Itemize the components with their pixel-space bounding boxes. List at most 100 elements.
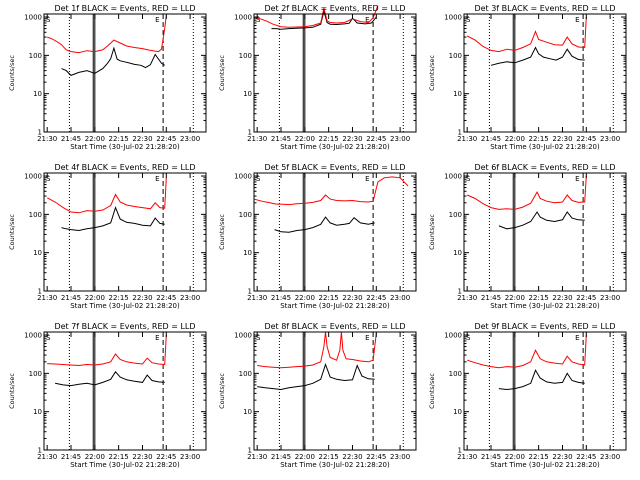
chart-4-ytick-label: 1 [38, 288, 42, 296]
chart-7-ytick-label: 1 [38, 447, 42, 455]
chart-8-xtick-label: 22:15 [319, 453, 339, 461]
chart-4-xtick-label: 21:45 [61, 294, 81, 302]
chart-4-ylabel: Counts/sec [8, 214, 16, 250]
chart-8-xlabel: Start Time (30-Jul-02 21:28:20) [280, 461, 390, 469]
chart-7-ytick-label: 100 [29, 370, 42, 378]
chart-8-ytick-label: 10 [243, 408, 252, 416]
chart-1-series-2-line [47, 15, 167, 54]
chart-4-ytick-label: 100 [29, 211, 42, 219]
chart-6-xtick-label: 22:00 [505, 294, 525, 302]
chart-9-xtick-label: 21:30 [457, 453, 477, 461]
chart-3-xtick-label: 22:00 [505, 135, 525, 143]
chart-4-ytick-label: 1000 [24, 173, 42, 181]
chart-8-ytick-label: 100 [239, 370, 252, 378]
chart-8-ylabel: Counts/sec [218, 373, 226, 409]
chart-4-xtick-label: 22:30 [132, 294, 152, 302]
chart-7-panel: S E 1 10 100 1000 21:30 21:45 22:00 22:15 22:30 22:… [8, 322, 207, 469]
chart-1-ytick-label: 1 [38, 129, 42, 137]
chart-4-ytick-label: 10 [33, 249, 42, 257]
chart-5-title: Det 5f BLACK = Events, RED = LLD [264, 163, 405, 172]
chart-9-frame [463, 331, 627, 451]
chart-6-frame [463, 172, 627, 292]
chart-3-ytick-label: 1 [458, 129, 462, 137]
chart-3-end-tag: E [575, 16, 579, 24]
chart-9-ytick-label: 1000 [444, 332, 462, 340]
chart-7-start-tag: S [46, 334, 51, 342]
chart-3-xtick-label: 23:00 [600, 135, 620, 143]
chart-4-series-1-line [61, 206, 165, 232]
chart-1-series-1-line [61, 46, 165, 76]
chart-4-start-tag: S [46, 175, 51, 183]
chart-9-ylabel: Counts/sec [428, 373, 436, 409]
chart-9-xtick-label: 23:00 [600, 453, 620, 461]
chart-5-ytick-label: 1 [248, 288, 252, 296]
chart-2-xtick-label: 22:00 [295, 135, 315, 143]
chart-5-xtick-label: 22:15 [319, 294, 339, 302]
chart-1-ylabel: Counts/sec [8, 55, 16, 91]
chart-7-xtick-label: 23:00 [180, 453, 200, 461]
chart-8-xtick-label: 21:30 [247, 453, 267, 461]
chart-5-ytick-label: 10 [243, 249, 252, 257]
chart-5-xtick-label: 23:00 [390, 294, 410, 302]
chart-6-ytick-label: 1 [458, 288, 462, 296]
chart-7-title: Det 7f BLACK = Events, RED = LLD [54, 322, 195, 331]
chart-1-xtick-label: 21:30 [37, 135, 57, 143]
chart-7-frame [43, 331, 207, 451]
chart-5-xtick-label: 22:00 [295, 294, 315, 302]
chart-3-title: Det 3f BLACK = Events, RED = LLD [474, 4, 615, 13]
chart-2-series-1-line [271, 9, 377, 30]
chart-5-xtick-label: 21:45 [271, 294, 291, 302]
chart-5-series-2-line [253, 176, 409, 206]
chart-7-xtick-label: 21:30 [37, 453, 57, 461]
chart-6-ytick-label: 100 [449, 211, 462, 219]
chart-1-xtick-label: 22:45 [156, 135, 176, 143]
chart-2-xtick-label: 22:30 [342, 135, 362, 143]
chart-9-ytick-label: 100 [449, 370, 462, 378]
chart-8-xtick-label: 21:45 [271, 453, 291, 461]
chart-6-xlabel: Start Time (30-Jul-02 21:28:20) [490, 302, 600, 310]
chart-5-xtick-label: 22:30 [342, 294, 362, 302]
chart-6-xtick-label: 22:45 [576, 294, 596, 302]
chart-3-xtick-label: 22:15 [529, 135, 549, 143]
chart-6-end-tag: E [575, 175, 579, 183]
chart-1-end-tag: E [155, 16, 159, 24]
chart-1-xtick-label: 22:30 [132, 135, 152, 143]
chart-8-frame [253, 331, 417, 451]
chart-4-end-tag: E [155, 175, 159, 183]
chart-4-xlabel: Start Time (30-Jul-02 21:28:20) [70, 302, 180, 310]
chart-9-xtick-label: 21:45 [481, 453, 501, 461]
chart-5-ytick-label: 1000 [234, 173, 252, 181]
chart-2-ytick-label: 1000 [234, 14, 252, 22]
chart-8-xtick-label: 22:30 [342, 453, 362, 461]
chart-2-frame [253, 13, 417, 133]
chart-2-ytick-label: 1 [248, 129, 252, 137]
chart-2-start-tag: S [256, 16, 261, 24]
chart-4-xtick-label: 22:00 [85, 294, 105, 302]
chart-9-ytick-label: 1 [458, 447, 462, 455]
chart-6-start-tag: S [466, 175, 471, 183]
chart-7-xtick-label: 22:45 [156, 453, 176, 461]
chart-8-series-2-line [257, 331, 377, 369]
chart-8-ytick-label: 1 [248, 447, 252, 455]
chart-6-xtick-label: 22:30 [552, 294, 572, 302]
chart-4-panel: S E 1 10 100 1000 21:30 21:45 22:00 22:15 22:30 22:… [8, 163, 207, 310]
chart-2-series-2-line [253, 5, 379, 28]
chart-3-frame [463, 13, 627, 133]
chart-8-ytick-label: 1000 [234, 332, 252, 340]
chart-1-ytick-label: 100 [29, 52, 42, 60]
chart-9-xtick-label: 22:45 [576, 453, 596, 461]
chart-1-panel: S E 1 10 100 1000 21:30 21:45 22:00 22:15 22:30 22:… [8, 4, 207, 151]
chart-6-series-2-line [466, 175, 587, 210]
chart-2-ylabel: Counts/sec [218, 55, 226, 91]
chart-5-xtick-label: 22:45 [366, 294, 386, 302]
chart-3-xtick-label: 21:30 [457, 135, 477, 143]
chart-7-xtick-label: 22:00 [85, 453, 105, 461]
chart-4-frame [43, 172, 207, 292]
chart-1-xtick-label: 21:45 [61, 135, 81, 143]
chart-9-end-tag: E [575, 334, 579, 342]
chart-2-xtick-label: 23:00 [390, 135, 410, 143]
chart-9-xlabel: Start Time (30-Jul-02 21:28:20) [490, 461, 600, 469]
chart-7-end-tag: E [155, 334, 159, 342]
chart-1-xtick-label: 22:00 [85, 135, 105, 143]
chart-4-series-2-line [46, 177, 167, 214]
